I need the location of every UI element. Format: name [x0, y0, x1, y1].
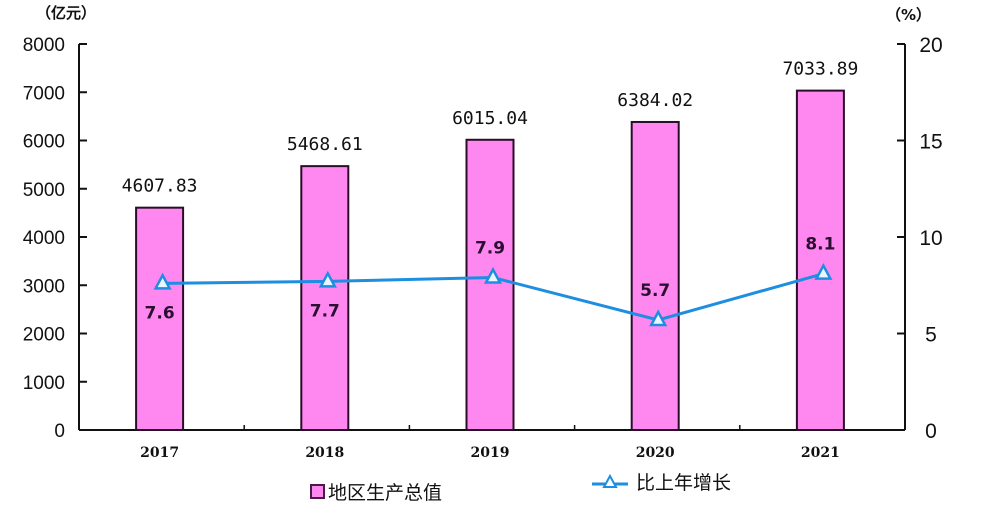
left-axis-unit: （亿元） [36, 4, 97, 22]
triangle-marker-icon [483, 266, 503, 284]
left-tick-label: 7000 [23, 83, 65, 104]
right-tick-label: 15 [919, 131, 942, 154]
right-tick-label: 20 [919, 34, 942, 57]
left-tick-label: 3000 [23, 276, 65, 297]
legend: 地区生产总值 比上年增长 [310, 472, 790, 504]
left-tick-label: 1000 [23, 373, 65, 394]
line-value-label: 8.1 [805, 235, 835, 255]
bar-value-label: 4607.83 [122, 176, 198, 197]
legend-line-icon [592, 472, 628, 492]
left-tick-label: 5000 [23, 180, 65, 201]
bar-value-label: 5468.61 [287, 134, 363, 155]
bar-value-label: 6384.02 [617, 90, 693, 111]
bar [465, 138, 515, 431]
line-value-label: 7.7 [310, 301, 340, 321]
triangle-marker-icon [153, 272, 172, 290]
line-value-label: 7.9 [475, 239, 505, 259]
triangle-marker-icon [649, 309, 668, 327]
x-tick-label: 2017 [140, 445, 179, 461]
triangle-marker-icon [318, 270, 337, 288]
line-value-label: 7.6 [145, 303, 175, 323]
x-tick-label: 2019 [471, 445, 510, 461]
legend-bar-label: 地区生产总值 [328, 482, 443, 504]
bar [300, 165, 350, 432]
x-tick-label: 2020 [636, 445, 675, 461]
right-tick-label: 5 [925, 324, 937, 347]
bar [795, 89, 845, 431]
bar-value-label: 6015.04 [452, 108, 528, 129]
triangle-marker-icon [814, 263, 833, 280]
bar [135, 206, 185, 431]
left-tick-label: 0 [54, 421, 65, 442]
left-tick-label: 8000 [23, 35, 65, 56]
legend-bar-swatch [310, 484, 325, 499]
x-tick-label: 2018 [305, 445, 344, 461]
bar [630, 120, 680, 431]
left-tick-label: 2000 [23, 325, 65, 346]
left-tick-label: 4000 [23, 228, 65, 249]
right-tick-label: 0 [925, 420, 937, 443]
bar-value-label: 7033.89 [782, 59, 858, 80]
right-axis-unit: （%） [886, 6, 932, 24]
line-value-label: 5.7 [640, 281, 670, 301]
x-tick-label: 2021 [801, 445, 840, 461]
left-tick-label: 6000 [23, 132, 65, 153]
right-tick-label: 10 [919, 227, 942, 250]
legend-line-label: 比上年增长 [636, 472, 732, 494]
